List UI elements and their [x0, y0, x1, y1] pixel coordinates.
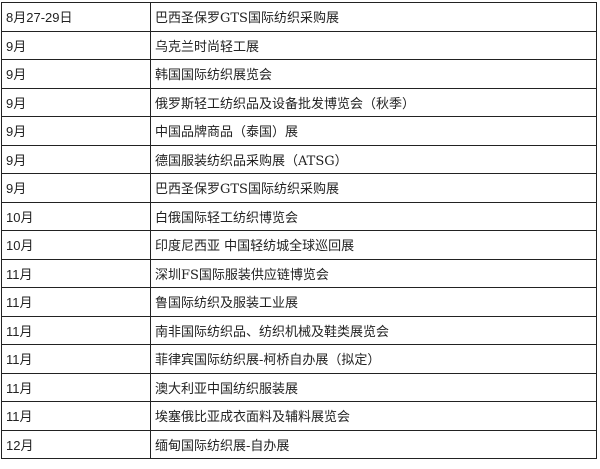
- table-row: 9月 俄罗斯轻工纺织品及设备批发博览会（秋季）: [1, 87, 597, 117]
- table-row: 10月 印度尼西亚 中国轻纺城全球巡回展: [1, 230, 597, 260]
- event-cell: 巴西圣保罗GTS国际纺织采购展: [150, 173, 597, 203]
- date-cell: 9月: [1, 173, 151, 203]
- date-cell: 10月: [1, 201, 151, 231]
- table-row: 11月 深圳FS国际服装供应链博览会: [1, 258, 597, 288]
- table-row: 11月 南非国际纺织品、纺织机械及鞋类展览会: [1, 315, 597, 345]
- date-cell: 9月: [1, 144, 151, 174]
- event-cell: 埃塞俄比亚成衣面料及辅料展览会: [150, 401, 597, 431]
- date-cell: 10月: [1, 230, 151, 260]
- event-cell: 印度尼西亚 中国轻纺城全球巡回展: [150, 230, 597, 260]
- date-cell: 11月: [1, 258, 151, 288]
- date-cell: 11月: [1, 344, 151, 374]
- table-row: 9月 乌克兰时尚轻工展: [1, 30, 597, 60]
- date-cell: 11月: [1, 315, 151, 345]
- table-body: 8月27-29日 巴西圣保罗GTS国际纺织采购展 9月 乌克兰时尚轻工展 9月 韩国国际纺…: [1, 2, 597, 459]
- date-cell: 9月: [1, 59, 151, 89]
- date-cell: 9月: [1, 87, 151, 117]
- event-cell: 菲律宾国际纺织展-柯桥自办展（拟定）: [150, 344, 597, 374]
- date-cell: 9月: [1, 30, 151, 60]
- table-row: 10月 白俄国际轻工纺织博览会: [1, 201, 597, 231]
- date-cell: 9月: [1, 116, 151, 146]
- event-cell: 韩国国际纺织展览会: [150, 59, 597, 89]
- event-cell: 深圳FS国际服装供应链博览会: [150, 258, 597, 288]
- event-cell: 澳大利亚中国纺织服装展: [150, 372, 597, 402]
- table-row: 11月 菲律宾国际纺织展-柯桥自办展（拟定）: [1, 344, 597, 374]
- event-cell: 德国服装纺织品采购展（ATSG）: [150, 144, 597, 174]
- table-row: 9月 中国品牌商品（泰国）展: [1, 116, 597, 146]
- table-row: 8月27-29日 巴西圣保罗GTS国际纺织采购展: [1, 2, 597, 32]
- event-cell: 巴西圣保罗GTS国际纺织采购展: [150, 2, 597, 32]
- exhibition-schedule-table: 8月27-29日 巴西圣保罗GTS国际纺织采购展 9月 乌克兰时尚轻工展 9月 韩国国际纺…: [1, 2, 597, 459]
- event-cell: 白俄国际轻工纺织博览会: [150, 201, 597, 231]
- table-row: 11月 澳大利亚中国纺织服装展: [1, 372, 597, 402]
- table-row: 9月 德国服装纺织品采购展（ATSG）: [1, 144, 597, 174]
- event-cell: 乌克兰时尚轻工展: [150, 30, 597, 60]
- date-cell: 8月27-29日: [1, 2, 151, 32]
- event-cell: 俄罗斯轻工纺织品及设备批发博览会（秋季）: [150, 87, 597, 117]
- table-row: 11月 埃塞俄比亚成衣面料及辅料展览会: [1, 401, 597, 431]
- table-row: 12月 缅甸国际纺织展-自办展: [1, 429, 597, 459]
- date-cell: 11月: [1, 401, 151, 431]
- table-row: 11月 鲁国际纺织及服装工业展: [1, 287, 597, 317]
- date-cell: 12月: [1, 429, 151, 459]
- date-cell: 11月: [1, 372, 151, 402]
- event-cell: 鲁国际纺织及服装工业展: [150, 287, 597, 317]
- date-cell: 11月: [1, 287, 151, 317]
- event-cell: 南非国际纺织品、纺织机械及鞋类展览会: [150, 315, 597, 345]
- event-cell: 中国品牌商品（泰国）展: [150, 116, 597, 146]
- event-cell: 缅甸国际纺织展-自办展: [150, 429, 597, 459]
- table-row: 9月 韩国国际纺织展览会: [1, 59, 597, 89]
- table-row: 9月 巴西圣保罗GTS国际纺织采购展: [1, 173, 597, 203]
